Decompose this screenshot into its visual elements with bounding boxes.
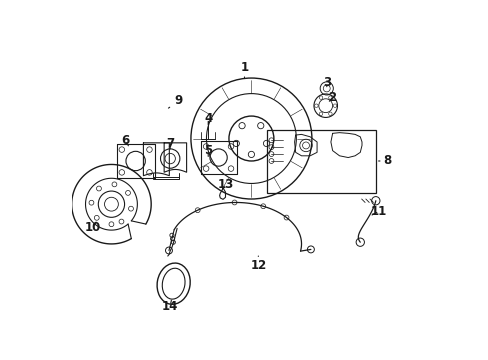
Text: 2: 2 <box>328 91 336 104</box>
Text: 12: 12 <box>250 256 266 272</box>
Text: 14: 14 <box>162 300 178 312</box>
Text: 13: 13 <box>217 177 233 191</box>
Text: 3: 3 <box>323 76 331 89</box>
Text: 5: 5 <box>203 144 212 157</box>
Text: 4: 4 <box>203 112 212 125</box>
Text: 6: 6 <box>121 134 129 147</box>
Text: 9: 9 <box>168 94 183 108</box>
Text: 7: 7 <box>166 137 174 150</box>
Text: 1: 1 <box>240 61 248 78</box>
Text: 11: 11 <box>370 204 386 217</box>
Text: 10: 10 <box>84 221 101 234</box>
Bar <box>266 130 375 193</box>
Text: 8: 8 <box>378 154 390 167</box>
